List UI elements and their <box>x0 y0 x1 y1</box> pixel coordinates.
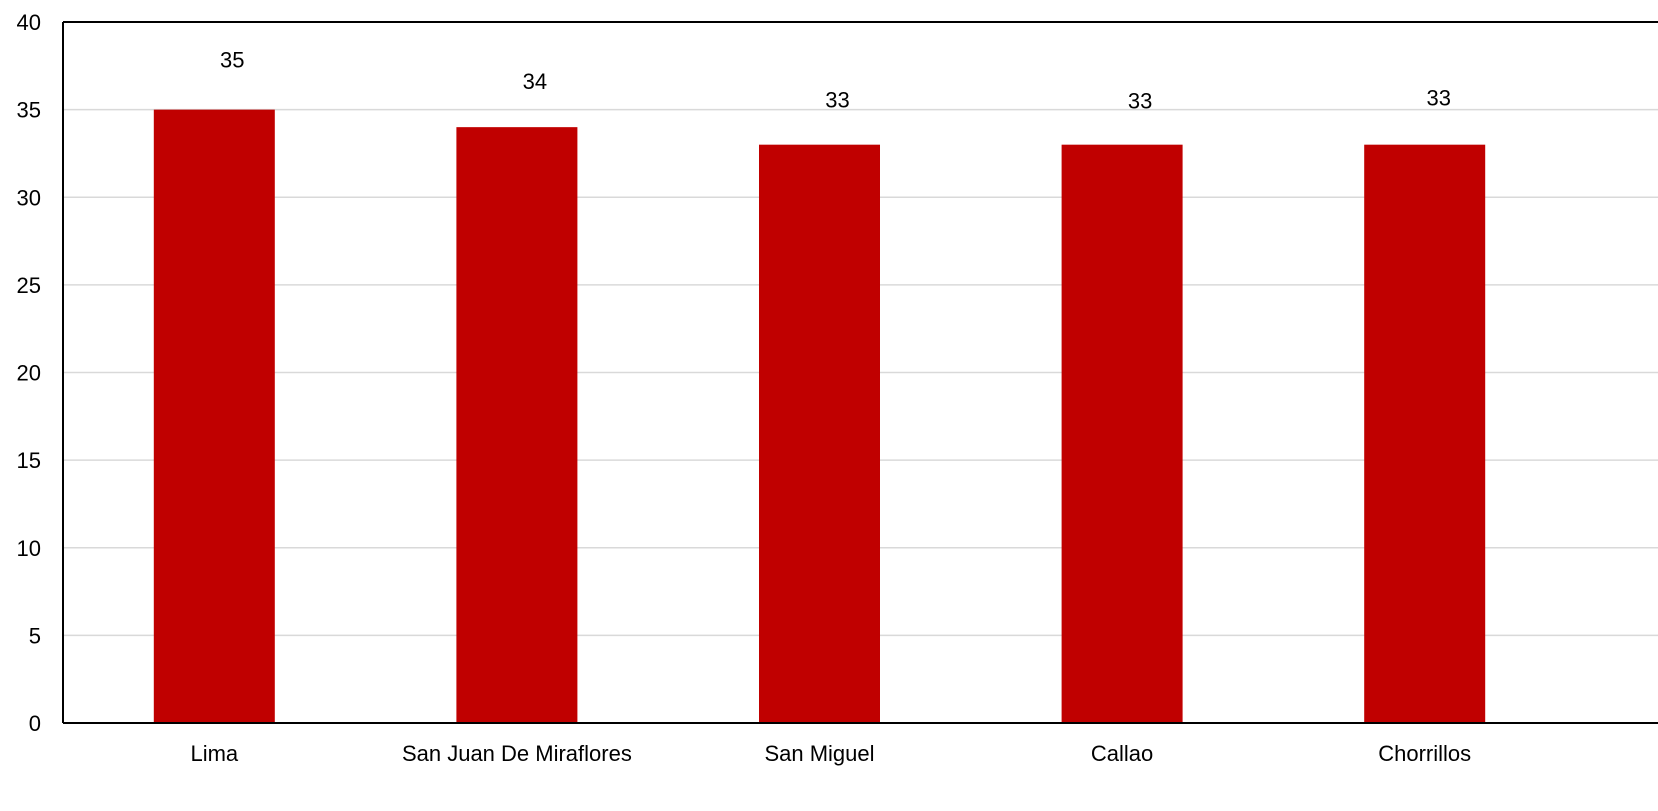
bar <box>1061 144 1183 724</box>
y-tick-label: 10 <box>17 536 41 561</box>
y-tick-label: 25 <box>17 273 41 298</box>
bar <box>759 144 880 724</box>
y-tick-labels: 0 5 10 15 20 25 30 35 40 <box>17 10 41 736</box>
data-label: 33 <box>1426 86 1450 111</box>
x-tick-label: Lima <box>190 741 238 766</box>
data-label: 35 <box>220 48 244 73</box>
bar <box>1364 144 1486 724</box>
x-tick-label: San Miguel <box>764 741 874 766</box>
x-tick-label: Chorrillos <box>1378 741 1471 766</box>
y-tick-label: 15 <box>17 448 41 473</box>
x-category-labels: Lima San Juan De Miraflores San Miguel Call… <box>190 741 1471 766</box>
bars <box>153 109 1486 724</box>
y-tick-label: 5 <box>29 623 41 648</box>
bar <box>153 109 275 723</box>
bar <box>456 127 578 723</box>
y-tick-label: 35 <box>17 98 41 123</box>
y-tick-label: 20 <box>17 361 41 386</box>
data-label: 34 <box>523 69 547 94</box>
x-tick-label: San Juan De Miraflores <box>402 741 632 766</box>
x-tick-label: Callao <box>1091 741 1153 766</box>
axes <box>62 21 1658 724</box>
y-tick-label: 30 <box>17 185 41 210</box>
data-labels: 35 34 33 33 33 <box>220 48 1451 114</box>
data-label: 33 <box>1128 89 1152 114</box>
y-tick-label: 40 <box>17 10 41 35</box>
data-label: 33 <box>825 88 849 113</box>
y-tick-label: 0 <box>29 711 41 736</box>
